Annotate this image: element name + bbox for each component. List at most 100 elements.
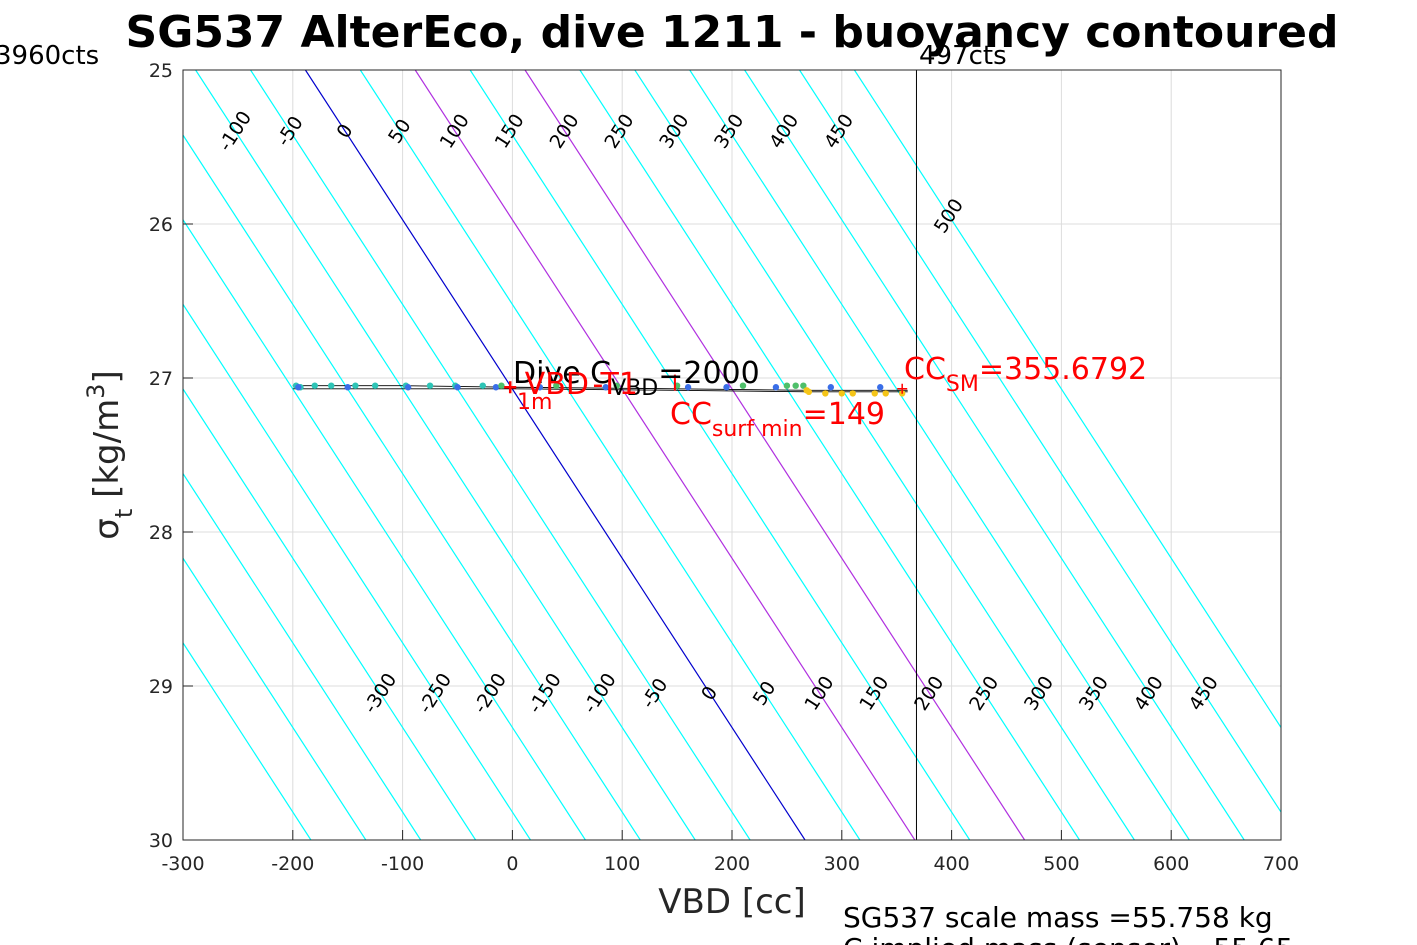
y-tick-label: 27 <box>149 368 173 390</box>
x-tick-label: -100 <box>381 853 424 875</box>
contour-line <box>183 641 312 840</box>
contour-lines <box>183 70 1281 840</box>
data-point <box>877 384 884 391</box>
y-tick-label: 29 <box>149 676 173 698</box>
data-point <box>792 382 799 389</box>
vbd-1m-marker <box>504 381 517 394</box>
data-point <box>805 388 813 396</box>
contour-line <box>183 134 641 840</box>
vbd-1m-annotation: VBD 1m -T1 <box>517 367 638 415</box>
x-tick-label: 600 <box>1153 853 1189 875</box>
x-tick-label: 500 <box>1043 853 1079 875</box>
scale-mass-note: SG537 scale mass =55.758 kg <box>843 901 1273 934</box>
data-point <box>426 382 434 389</box>
y-axis-label-unit: [kg/m <box>87 399 127 509</box>
contour-line <box>183 387 477 840</box>
dive-c-text: Dive C <box>513 356 611 391</box>
vbd-1m-value: -T1 <box>592 367 637 402</box>
data-point <box>882 390 889 397</box>
y-axis-ticks: 25 26 27 28 29 30 <box>149 60 193 852</box>
data-point <box>536 384 544 391</box>
contour-line <box>195 70 696 840</box>
cc-sm-annotation: CCSM=355.6792 <box>904 352 1147 397</box>
data-point <box>492 384 500 391</box>
cc-surf-min-annotation: CCsurf min=149 <box>670 397 885 442</box>
data-point <box>838 390 845 397</box>
data-point <box>371 382 379 389</box>
cc-surf-sub: surf min <box>712 417 803 442</box>
data-point <box>344 384 351 391</box>
x-tick-label: -200 <box>271 853 314 875</box>
corner-right-label: 497cts <box>919 41 1007 71</box>
cc-sm-marker <box>897 383 908 394</box>
contour-line <box>853 70 1281 729</box>
contour-line <box>689 70 1190 840</box>
y-axis-label: σt [kg/m3] <box>82 370 138 539</box>
contour-line <box>183 218 586 840</box>
data-point <box>498 382 505 389</box>
y-tick-label: 28 <box>149 522 173 544</box>
x-tick-label: -300 <box>161 853 204 875</box>
x-tick-label: 300 <box>824 853 860 875</box>
data-point <box>454 384 461 391</box>
contour-line <box>744 70 1245 840</box>
data-point <box>822 390 829 397</box>
corner-left-label: 3960cts <box>0 41 99 71</box>
implied-mass-note: C implied mass (sensor)= 55.65 <box>843 932 1293 945</box>
cc-surf-text: CC <box>670 397 712 432</box>
cc-sm-sub: SM <box>946 372 979 397</box>
y-axis-label-unit-sup: 3 <box>82 384 110 399</box>
contour-line <box>304 70 806 840</box>
data-point <box>404 384 412 391</box>
y-tick-label: 25 <box>149 60 173 82</box>
cc-sm-value: =355.6792 <box>979 352 1147 387</box>
x-tick-label: 100 <box>604 853 640 875</box>
data-point <box>352 382 359 389</box>
vbd-1m-text: VBD <box>525 367 589 402</box>
x-tick-label: 700 <box>1263 853 1299 875</box>
contour-line <box>524 70 1026 840</box>
data-point <box>783 382 791 389</box>
data-point <box>613 382 620 389</box>
y-tick-label: 30 <box>149 830 173 852</box>
y-axis-label-unit-close: ] <box>87 370 127 383</box>
data-point <box>602 384 609 391</box>
y-axis-label-symbol: σ <box>87 518 127 540</box>
data-point <box>800 382 807 389</box>
y-axis-label-sub: t <box>110 509 138 518</box>
y-tick-label: 26 <box>149 214 173 236</box>
dive-c-value: =2000 <box>658 356 759 391</box>
data-point <box>553 382 560 389</box>
data-point <box>871 390 878 397</box>
contour-line <box>799 70 1281 814</box>
contour-line <box>579 70 1081 840</box>
data-point <box>772 384 780 391</box>
contour-line <box>469 70 971 840</box>
x-tick-label: 0 <box>506 853 518 875</box>
data-point <box>311 382 318 389</box>
annotations: Dive CVBD=2000 VBD 1m-T1 CCSM=355.6792 CC… <box>513 352 1147 442</box>
contour-line <box>634 70 1135 840</box>
chart-title: SG537 AlterEco, dive 1211 - buoyancy con… <box>126 7 1339 58</box>
x-axis-label: VBD [cc] <box>658 882 806 922</box>
x-tick-label: 200 <box>714 853 750 875</box>
contour-line <box>359 70 861 840</box>
dive-c-annotation: Dive CVBD =2000 <box>513 356 760 401</box>
contour-line <box>183 557 367 840</box>
data-point <box>295 384 302 391</box>
data-points <box>292 374 908 397</box>
vbd-1m-sub: 1m <box>517 390 552 415</box>
contour-line <box>250 70 751 840</box>
data-point <box>723 384 730 391</box>
data-point <box>479 382 486 389</box>
data-point <box>849 390 856 397</box>
contour-line <box>183 472 422 840</box>
data-point <box>739 382 747 389</box>
cc-surf-value: =149 <box>803 397 885 432</box>
data-point <box>684 384 692 391</box>
cc-sm-text: CC <box>904 352 946 387</box>
contour-line <box>414 70 916 840</box>
x-tick-label: 400 <box>933 853 969 875</box>
contour-line <box>183 303 532 840</box>
